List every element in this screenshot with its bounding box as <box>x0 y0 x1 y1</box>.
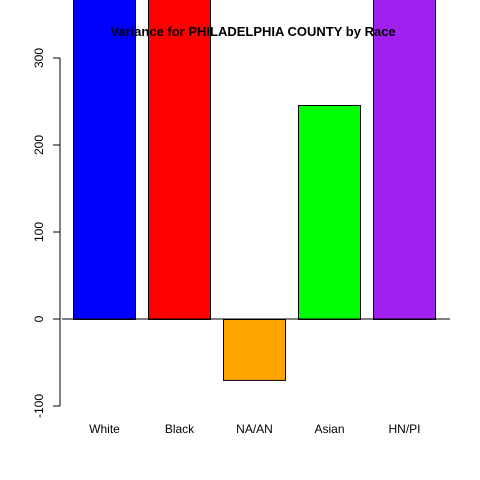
bar-black <box>148 0 211 320</box>
y-tick-label: 300 <box>32 48 46 68</box>
x-tick-label: White <box>89 422 120 436</box>
chart-title: Variance for PHILADELPHIA COUNTY by Race <box>110 24 395 39</box>
x-tick-label: HN/PI <box>388 422 420 436</box>
x-tick-label: Asian <box>314 422 344 436</box>
x-tick-label: NA/AN <box>236 422 273 436</box>
y-tick-label: 200 <box>32 135 46 155</box>
y-axis: -100 0 100 200 300 <box>32 48 61 418</box>
y-tick-label: -100 <box>32 394 46 418</box>
x-tick-label: Black <box>165 422 195 436</box>
x-axis-labels: White Black NA/AN Asian HN/PI <box>89 422 420 436</box>
y-tick-label: 100 <box>32 222 46 242</box>
bar-hn-pi <box>373 0 436 320</box>
bar-white <box>73 0 136 320</box>
bars-group <box>73 0 436 381</box>
bar-na-an <box>223 319 286 381</box>
bar-asian <box>298 104 361 321</box>
y-tick-label: 0 <box>32 315 46 322</box>
